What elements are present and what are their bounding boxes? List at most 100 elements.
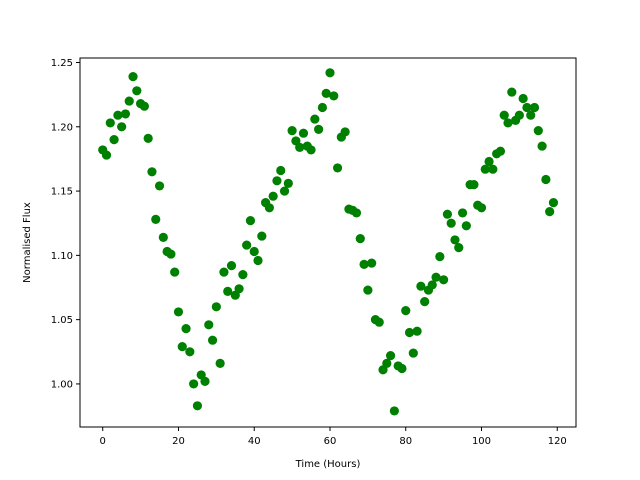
data-point — [533, 126, 543, 136]
data-point — [545, 207, 555, 217]
data-point — [120, 109, 131, 119]
data-point — [412, 326, 422, 336]
data-point — [522, 102, 532, 113]
data-point — [139, 101, 149, 111]
data-point — [480, 164, 490, 174]
x-tick-label: 40 — [248, 436, 261, 447]
data-point — [363, 285, 373, 295]
data-point — [211, 302, 221, 312]
data-point — [439, 275, 449, 285]
data-point — [298, 128, 309, 138]
y-axis-label: Normalised Flux — [22, 202, 33, 283]
data-point — [226, 261, 237, 271]
data-point — [185, 347, 195, 357]
data-point — [264, 203, 274, 213]
y-axis-ticks: 1.00 1.05 1.10 1.15 1.20 1.25 — [51, 58, 80, 390]
data-point — [268, 191, 278, 201]
data-point — [173, 307, 184, 317]
data-point — [325, 68, 335, 78]
x-tick-label: 20 — [172, 436, 185, 447]
data-point — [340, 127, 350, 137]
x-tick-label: 120 — [548, 436, 567, 447]
data-point — [404, 327, 415, 338]
data-point — [124, 96, 134, 106]
data-point — [283, 178, 293, 188]
plot-area-frame — [79, 57, 577, 428]
data-point — [287, 126, 297, 136]
data-point — [420, 297, 430, 307]
data-point — [484, 156, 494, 167]
data-point — [253, 255, 263, 266]
data-point — [101, 150, 112, 160]
data-point — [518, 93, 528, 104]
data-point — [189, 379, 199, 389]
data-point — [154, 181, 165, 191]
y-tick-label: 1.15 — [51, 187, 73, 198]
data-point — [488, 164, 498, 174]
data-point — [276, 165, 286, 176]
data-point — [166, 249, 176, 259]
data-point — [435, 252, 445, 262]
data-points — [98, 68, 559, 416]
data-point — [427, 280, 437, 290]
data-point — [374, 317, 384, 327]
data-point — [367, 258, 377, 268]
data-point — [177, 342, 187, 352]
data-point — [192, 401, 203, 411]
data-point — [541, 174, 551, 185]
y-tick-label: 1.20 — [51, 122, 73, 133]
data-point — [446, 218, 456, 228]
data-point — [321, 88, 331, 98]
data-point — [355, 234, 365, 244]
x-tick-label: 100 — [472, 436, 491, 447]
data-point — [442, 209, 453, 219]
data-point — [238, 270, 248, 280]
data-point — [382, 358, 392, 368]
data-point — [249, 246, 259, 257]
data-point — [295, 142, 305, 152]
data-point — [408, 348, 418, 358]
data-point — [215, 358, 225, 368]
data-point — [234, 284, 244, 294]
data-point — [389, 406, 399, 416]
data-point — [416, 281, 426, 291]
data-point — [105, 118, 115, 128]
y-tick-label: 1.10 — [51, 251, 73, 262]
data-point — [507, 87, 517, 97]
data-point — [242, 240, 252, 250]
data-point — [132, 86, 142, 96]
data-point — [219, 267, 229, 277]
data-point — [385, 351, 396, 361]
data-point — [476, 203, 487, 213]
data-point — [207, 335, 218, 345]
x-tick-label: 0 — [100, 436, 106, 447]
data-point — [310, 114, 320, 124]
data-point — [514, 110, 524, 120]
data-point — [109, 135, 119, 145]
data-point — [314, 124, 324, 134]
data-point — [223, 286, 233, 296]
data-point — [454, 243, 464, 253]
data-point — [147, 167, 157, 177]
data-point — [200, 376, 210, 386]
data-point — [170, 267, 180, 277]
data-point — [151, 214, 161, 224]
data-point — [461, 221, 471, 231]
data-point — [245, 216, 256, 226]
data-point — [279, 186, 290, 196]
data-point — [526, 110, 536, 120]
data-point — [431, 272, 441, 282]
x-axis-ticks: 0 20 40 60 80 100 120 — [100, 427, 567, 447]
data-point — [128, 72, 138, 82]
data-point — [332, 163, 343, 173]
data-point — [457, 208, 468, 218]
data-point — [117, 122, 127, 132]
data-point — [204, 320, 214, 330]
data-point — [257, 231, 267, 241]
data-point — [529, 102, 540, 113]
data-point — [272, 176, 282, 186]
data-point — [143, 133, 153, 143]
data-point — [401, 306, 411, 316]
